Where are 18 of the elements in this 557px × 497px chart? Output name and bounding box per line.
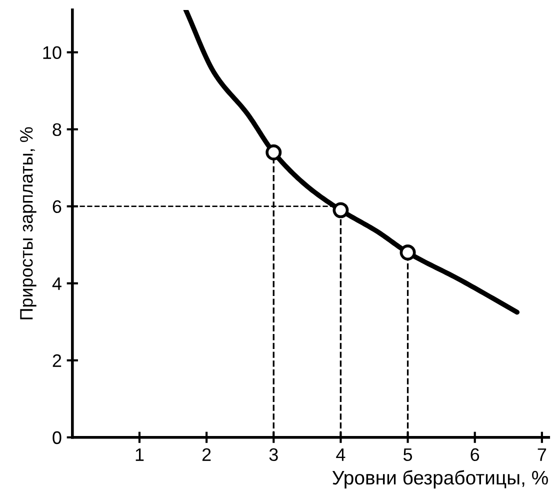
y-axis-title: Приросты зарплаты, % [20,127,36,320]
x-tick-label: 4 [336,448,346,461]
point [266,144,282,160]
point [400,244,416,261]
x-axis-title: Уровни безработицы, % [332,470,548,488]
y-tick-label: 10 [43,46,62,60]
y-tick-label: 0 [52,431,62,444]
y-tick-label: 6 [52,200,62,214]
x-tick-label: 5 [403,448,412,462]
x-tick-label: 1 [136,448,144,461]
x-tick-label: 6 [470,448,480,462]
x-tick-label: 3 [269,448,278,462]
y-tick-label: 4 [52,277,62,290]
point [332,202,349,218]
x-tick-label: 2 [202,448,211,461]
y-tick-label: 8 [52,123,62,136]
y-tick-label: 2 [52,354,62,367]
x-tick-label: 7 [538,448,546,461]
